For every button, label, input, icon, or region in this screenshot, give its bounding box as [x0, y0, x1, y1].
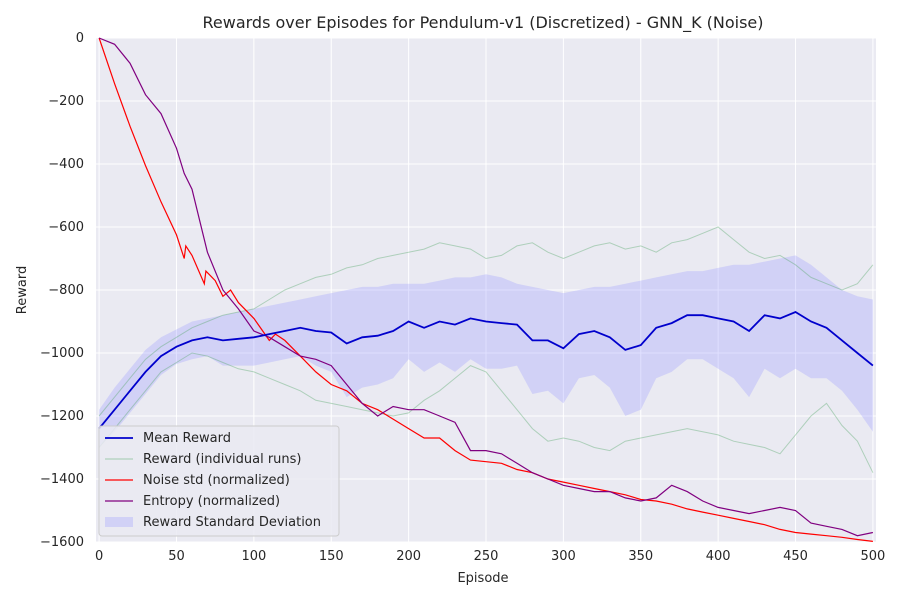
y-tick-label: −1400	[40, 472, 84, 487]
x-tick-label: 500	[860, 549, 885, 564]
y-tick-label: −600	[48, 220, 84, 235]
x-tick-label: 200	[396, 549, 421, 564]
x-tick-label: 400	[706, 549, 731, 564]
y-tick-label: −1000	[40, 346, 84, 361]
x-tick-label: 150	[319, 549, 344, 564]
y-tick-label: −800	[48, 283, 84, 298]
y-tick-label: −400	[48, 157, 84, 172]
legend: Mean Reward Reward (individual runs) Noise…	[98, 425, 340, 537]
series-layer	[98, 37, 874, 542]
legend-box	[98, 425, 340, 537]
x-axis-label: Episode	[457, 571, 508, 586]
legend-label: Mean Reward	[143, 431, 231, 446]
legend-swatch	[105, 517, 133, 527]
legend-label: Reward Standard Deviation	[143, 515, 321, 530]
x-tick-label: 450	[783, 549, 808, 564]
chart-title: Rewards over Episodes for Pendulum-v1 (D…	[202, 13, 763, 33]
y-tick-label: −1200	[40, 409, 84, 424]
legend-label: Noise std (normalized)	[143, 473, 290, 488]
std-band	[99, 255, 873, 448]
mean-reward-line	[98, 310, 874, 430]
y-tick-label: 0	[76, 31, 84, 46]
x-tick-label: 350	[628, 549, 653, 564]
y-tick-label: −200	[48, 94, 84, 109]
std-band-layer	[99, 255, 873, 448]
individual-run-line	[98, 352, 874, 473]
x-tick-label: 300	[551, 549, 576, 564]
individual-run-line	[98, 226, 874, 417]
entropy-line	[98, 37, 874, 537]
y-axis-label: Reward	[15, 266, 30, 314]
legend-label: Entropy (normalized)	[143, 494, 280, 509]
x-tick-label: 100	[241, 549, 266, 564]
x-tick-label: 0	[95, 549, 103, 564]
legend-label: Reward (individual runs)	[143, 452, 302, 467]
tick-labels: 0 50 100 150 200 250 300 350 400 450 500 0 −200 −400 −…	[40, 31, 885, 564]
grid	[96, 37, 876, 543]
x-tick-label: 50	[168, 549, 185, 564]
y-tick-label: −1600	[40, 535, 84, 550]
x-tick-label: 250	[474, 549, 499, 564]
noise-std-line	[98, 37, 873, 542]
